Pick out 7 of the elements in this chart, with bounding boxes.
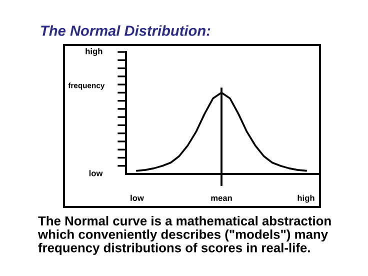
text: high xyxy=(86,48,102,56)
text: low xyxy=(89,170,103,176)
x-tick-label: high xyxy=(298,194,314,203)
x-tick-label: low xyxy=(130,194,144,201)
chart-title: The Normal Distribution: xyxy=(41,25,210,36)
text: The Normal curve is a mathematical abstraction which conveniently describes ("models") many frequency distributions of scores in real-life. xyxy=(38,216,331,255)
x-tick-label: mean xyxy=(211,196,232,201)
